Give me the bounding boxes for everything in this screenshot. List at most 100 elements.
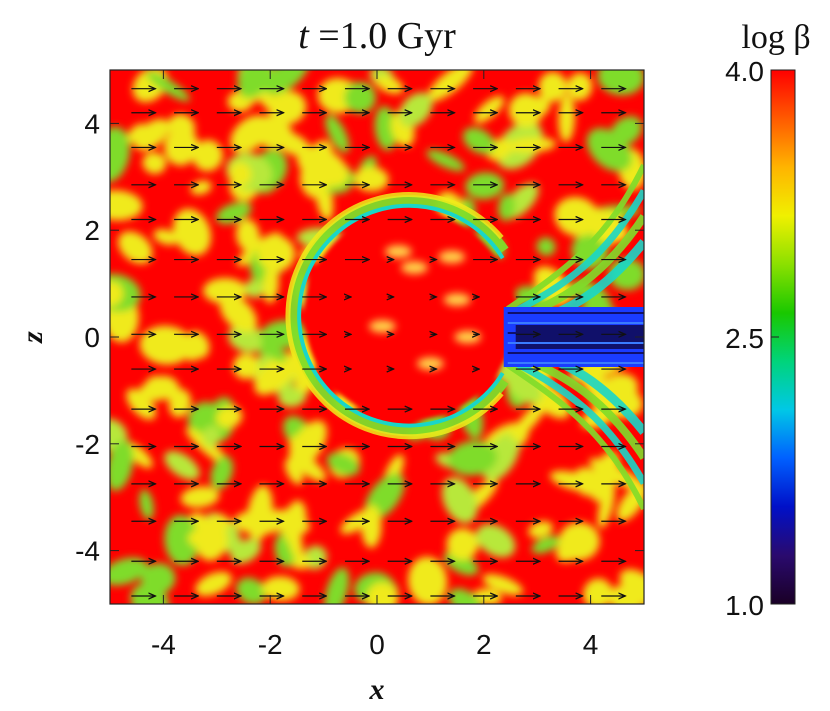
tail-field-line-down	[506, 362, 644, 511]
field-patch	[426, 149, 465, 172]
field-patch	[130, 583, 170, 604]
x-axis-label: x	[369, 673, 385, 706]
colorbar-tick-label: 2.5	[725, 323, 764, 354]
field-patch	[374, 106, 398, 151]
title-variable: t	[298, 15, 310, 57]
field-patch	[110, 190, 143, 221]
tail-field-line-down	[506, 355, 644, 485]
field-patch	[117, 231, 153, 264]
x-tick-label: -4	[151, 629, 176, 660]
title-text: =1.0 Gyr	[309, 15, 456, 57]
y-axis: 4 2 0 -2 -4	[75, 108, 644, 567]
y-tick-label: 2	[84, 215, 100, 246]
shell-outer	[288, 195, 509, 437]
field-map	[110, 70, 644, 604]
vector-field	[131, 89, 625, 596]
bubble-patch	[417, 357, 444, 371]
field-patch	[185, 427, 230, 467]
field-patch	[153, 229, 179, 246]
field-patch	[508, 93, 544, 128]
field-patch	[164, 450, 200, 481]
bubble-patch	[368, 319, 396, 333]
field-patch	[167, 113, 196, 141]
y-tick-label: -2	[75, 429, 100, 460]
field-patch	[235, 219, 260, 252]
field-patch	[325, 114, 350, 153]
field-patch	[296, 146, 349, 187]
field-patch	[192, 144, 220, 163]
field-patch	[441, 477, 478, 524]
chart-title: t =1.0 Gyr	[298, 15, 456, 57]
field-patch	[589, 458, 631, 487]
field-patch	[264, 70, 310, 95]
field-patch	[498, 193, 516, 221]
field-patch	[110, 440, 134, 491]
field-patch	[558, 522, 600, 561]
field-patch	[257, 235, 296, 272]
field-patch	[139, 489, 154, 520]
field-patch	[164, 514, 199, 566]
bubble-interior	[304, 211, 514, 420]
field-patch	[110, 557, 148, 586]
x-tick-label: -2	[258, 629, 283, 660]
field-patch	[619, 569, 644, 604]
field-patch	[232, 353, 259, 380]
bubble-patch	[443, 293, 471, 307]
field-patch	[573, 467, 601, 497]
tail-core-min	[515, 325, 644, 349]
field-patch	[280, 507, 305, 530]
magnetic-tail	[503, 163, 644, 511]
field-patch	[219, 295, 258, 333]
field-patch	[291, 452, 327, 482]
field-patch	[202, 425, 221, 448]
field-patch	[531, 535, 561, 554]
field-patch	[236, 577, 267, 604]
field-patch	[558, 94, 575, 143]
field-patch	[210, 455, 234, 490]
field-patch	[237, 70, 271, 99]
y-tick-label: 4	[84, 108, 100, 139]
bubble-patch	[385, 245, 412, 258]
x-axis: -4 -2 0 2 4	[151, 70, 598, 660]
field-patch	[427, 70, 473, 102]
field-patch	[506, 137, 557, 153]
field-patch	[446, 528, 479, 561]
field-patch	[284, 458, 304, 485]
bubble-patch	[401, 261, 428, 274]
field-patch	[142, 152, 167, 174]
field-patch	[180, 486, 220, 508]
field-patch	[229, 161, 252, 187]
field-patch	[448, 588, 482, 604]
bubble-patch	[454, 330, 482, 344]
x-tick-label: 4	[583, 629, 599, 660]
field-patch	[262, 265, 279, 304]
field-patch	[538, 71, 568, 102]
field-patch	[366, 582, 399, 604]
tail-field-line-up	[506, 163, 644, 312]
field-patch	[233, 510, 286, 535]
field-patch	[168, 388, 192, 418]
field-patch	[586, 128, 633, 172]
field-patch	[245, 278, 265, 299]
field-patch	[536, 237, 556, 256]
field-patch	[127, 123, 149, 144]
field-patch	[475, 523, 516, 558]
field-patch	[443, 550, 479, 576]
field-patch	[528, 521, 553, 539]
y-tick-label: -4	[75, 536, 100, 567]
colorbar-tick-label: 1.0	[725, 590, 764, 621]
shell-mid	[297, 203, 505, 428]
colorbar: log β 4.0 2.5 1.0	[725, 19, 811, 621]
colorbar-label: log β	[741, 19, 810, 56]
field-patch	[110, 126, 131, 183]
field-patch	[407, 556, 448, 604]
bubble-inner-patches	[368, 245, 482, 371]
field-patch	[172, 208, 212, 256]
tail-field-line-up	[506, 189, 644, 319]
field-patch	[447, 440, 498, 476]
field-patch	[465, 172, 505, 200]
y-axis-label: z	[16, 331, 49, 344]
field-patch	[597, 482, 616, 529]
